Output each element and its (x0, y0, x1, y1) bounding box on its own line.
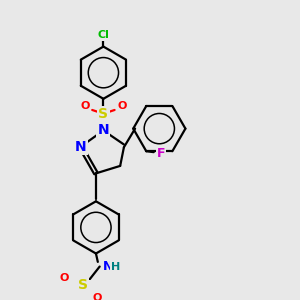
Text: N: N (98, 124, 109, 137)
Text: O: O (80, 101, 89, 111)
Text: S: S (78, 278, 88, 292)
Text: N: N (103, 260, 113, 273)
Text: F: F (157, 147, 165, 160)
Text: N: N (75, 140, 87, 154)
Text: O: O (92, 293, 102, 300)
Text: S: S (98, 107, 108, 121)
Text: O: O (117, 101, 127, 111)
Text: Cl: Cl (98, 30, 109, 40)
Text: H: H (111, 262, 120, 272)
Text: O: O (60, 273, 69, 283)
